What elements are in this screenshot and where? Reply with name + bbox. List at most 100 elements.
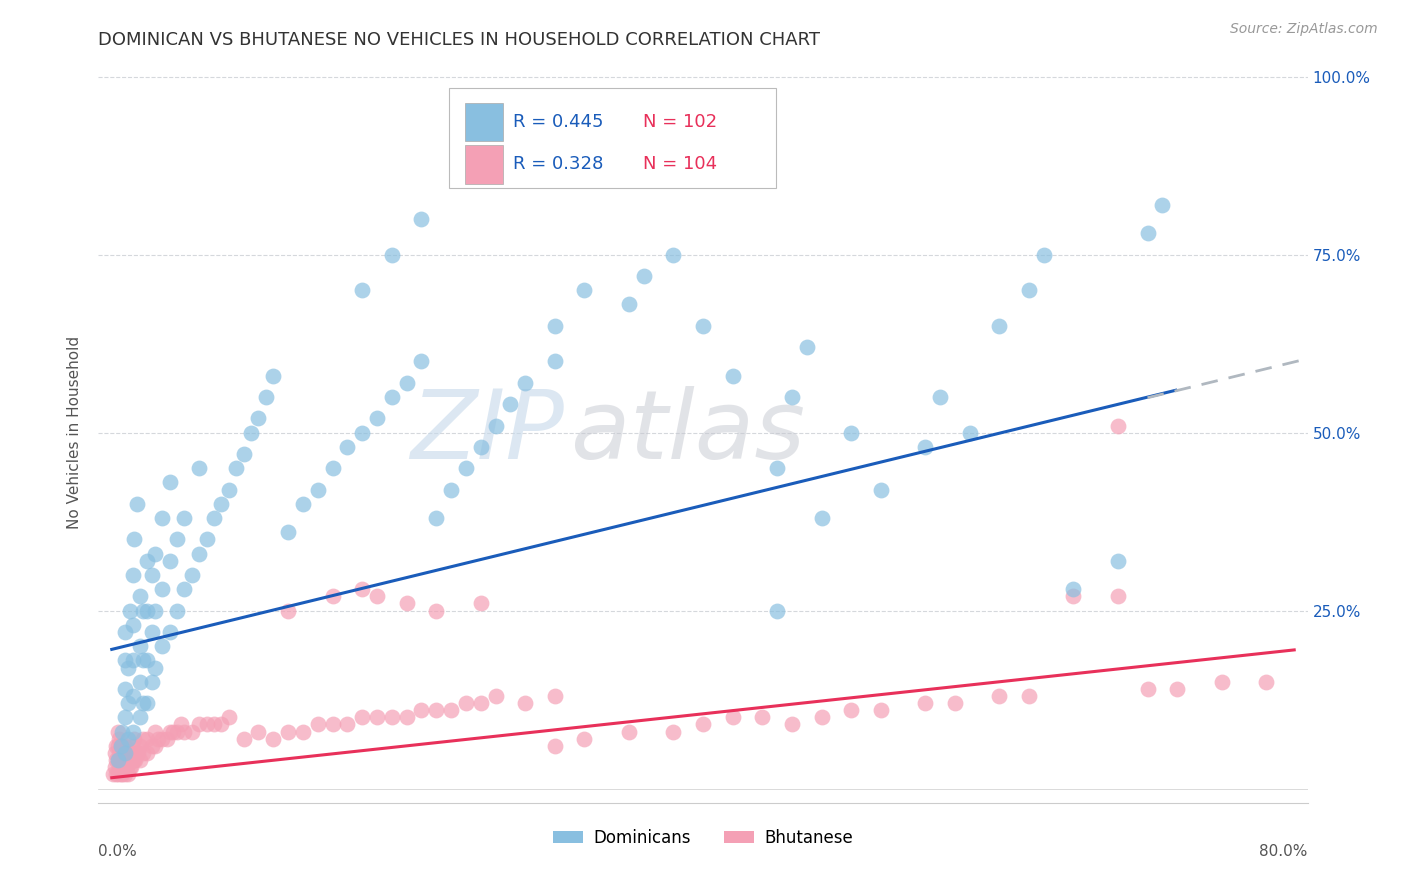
Point (1062, 590, 1084, 604)
Point (544, 739, 567, 753)
Point (121, 653, 143, 667)
Point (111, 739, 134, 753)
Text: 80.0%: 80.0% (1260, 844, 1308, 858)
Point (114, 624, 136, 639)
Point (692, 318, 714, 333)
Point (322, 461, 344, 475)
Point (810, 710, 832, 724)
Point (162, 724, 184, 739)
Point (209, 717, 232, 731)
Point (1254, 674, 1277, 689)
Point (166, 604, 188, 618)
Point (869, 483, 891, 497)
Point (202, 511, 225, 525)
FancyBboxPatch shape (465, 145, 503, 184)
Point (454, 461, 477, 475)
Point (1018, 283, 1040, 297)
Point (499, 397, 522, 411)
Point (218, 483, 240, 497)
Point (411, 354, 433, 368)
Point (209, 497, 232, 511)
Point (143, 547, 166, 561)
Point (366, 411, 388, 425)
FancyBboxPatch shape (449, 88, 776, 188)
Point (121, 689, 143, 703)
Point (132, 731, 155, 746)
Point (395, 710, 418, 724)
Point (352, 283, 374, 297)
Point (277, 604, 299, 618)
Text: R = 0.445: R = 0.445 (513, 112, 603, 130)
Point (336, 717, 359, 731)
Point (1018, 689, 1040, 703)
Point (574, 283, 596, 297)
Point (180, 724, 202, 739)
Point (411, 212, 433, 227)
Point (129, 639, 152, 653)
Point (110, 767, 132, 781)
Point (150, 511, 173, 525)
Point (1107, 418, 1129, 433)
Point (141, 568, 163, 582)
Point (440, 483, 463, 497)
Point (247, 724, 270, 739)
Point (307, 483, 329, 497)
Point (617, 724, 640, 739)
Point (120, 760, 142, 774)
Point (381, 390, 404, 404)
Point (114, 767, 136, 781)
Point (381, 247, 404, 261)
Point (262, 368, 284, 383)
Point (240, 425, 263, 440)
Text: Source: ZipAtlas.com: Source: ZipAtlas.com (1230, 22, 1378, 37)
Point (117, 660, 139, 674)
Point (1136, 227, 1159, 241)
Point (195, 717, 218, 731)
Point (105, 753, 128, 767)
Point (121, 724, 143, 739)
Point (166, 724, 188, 739)
Point (110, 739, 132, 753)
Point (544, 318, 567, 333)
Point (188, 547, 211, 561)
Text: 0.0%: 0.0% (98, 844, 138, 858)
Point (277, 525, 299, 540)
Point (425, 703, 447, 717)
Point (225, 461, 247, 475)
Point (129, 590, 152, 604)
Point (125, 746, 148, 760)
Point (766, 604, 789, 618)
Point (129, 674, 152, 689)
Point (484, 689, 506, 703)
Point (574, 731, 596, 746)
Point (440, 703, 463, 717)
Point (322, 717, 344, 731)
Point (180, 568, 202, 582)
Point (120, 746, 142, 760)
Point (136, 696, 159, 710)
Point (121, 739, 143, 753)
Point (143, 724, 166, 739)
Point (914, 696, 936, 710)
Point (766, 461, 789, 475)
Point (454, 696, 477, 710)
Point (173, 511, 195, 525)
Point (136, 731, 159, 746)
Point (617, 297, 640, 311)
Point (262, 731, 284, 746)
Point (136, 554, 159, 568)
Point (114, 681, 136, 696)
Point (425, 511, 447, 525)
Point (136, 653, 159, 667)
Point (751, 710, 773, 724)
Point (1166, 681, 1188, 696)
Point (322, 590, 344, 604)
Point (104, 746, 127, 760)
Point (195, 533, 218, 547)
Text: N = 104: N = 104 (643, 155, 717, 173)
Point (470, 597, 492, 611)
Point (108, 760, 131, 774)
Point (132, 604, 155, 618)
Point (108, 731, 131, 746)
Point (111, 767, 134, 781)
